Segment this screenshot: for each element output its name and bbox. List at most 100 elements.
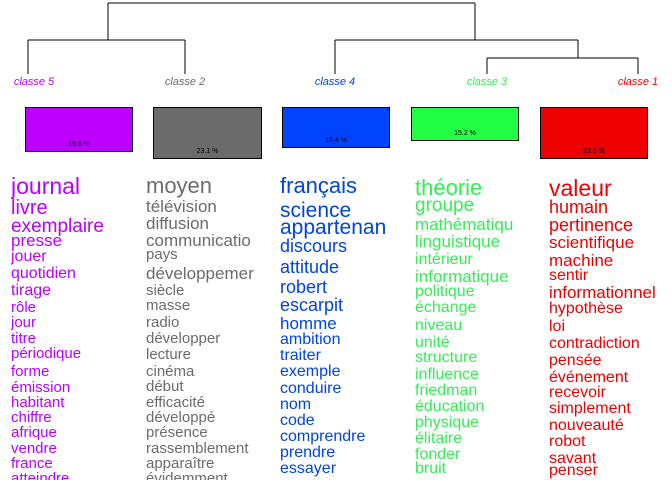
word-column-class-5: journal livre exemplaire presse jouer quotidi… bbox=[11, 175, 146, 480]
word-class-2-18: apparaître bbox=[146, 455, 215, 472]
word-class-4-2: science bbox=[280, 199, 352, 222]
word-class-3-10: unité bbox=[415, 334, 450, 351]
word-class-4-11: exemple bbox=[280, 363, 341, 380]
word-class-5-14: habitant bbox=[11, 394, 65, 411]
class-box-4: 18.4 % bbox=[282, 107, 390, 148]
word-class-1-18: penser bbox=[549, 462, 598, 479]
word-class-5-1: journal bbox=[11, 175, 81, 199]
word-class-2-1: moyen bbox=[146, 175, 213, 198]
word-class-2-19: évidemment bbox=[146, 470, 228, 480]
word-class-4-13: nom bbox=[280, 396, 312, 413]
word-class-5-16: afrique bbox=[11, 424, 57, 441]
word-class-2-4: communicatio bbox=[146, 231, 251, 250]
word-class-2-15: développé bbox=[146, 409, 216, 426]
word-class-1-1: valeur bbox=[549, 175, 612, 201]
word-column-class-3: théorie groupe mathématiqu linguistique inté… bbox=[415, 175, 539, 480]
word-class-2-10: développer bbox=[146, 330, 221, 347]
word-class-1-6: sentir bbox=[549, 267, 589, 284]
word-class-3-1: théorie bbox=[415, 175, 483, 200]
word-class-3-15: physique bbox=[415, 414, 480, 431]
word-column-class-2: moyen télévision diffusion communicatio pays… bbox=[146, 175, 271, 480]
word-class-5-5: jouer bbox=[11, 248, 47, 265]
word-class-5-9: jour bbox=[11, 314, 37, 331]
word-class-4-10: traiter bbox=[280, 347, 321, 364]
word-class-3-14: éducation bbox=[415, 398, 485, 415]
word-class-3-5: intérieur bbox=[415, 251, 473, 268]
word-class-2-11: lecture bbox=[146, 346, 192, 363]
word-class-4-1: français bbox=[280, 175, 358, 198]
class-percent-3: 15.2 % bbox=[454, 130, 476, 137]
word-class-5-17: vendre bbox=[11, 440, 57, 457]
dendrogram bbox=[27, 2, 639, 74]
word-class-5-8: rôle bbox=[11, 299, 37, 316]
word-class-3-17: fonder bbox=[415, 446, 461, 463]
word-class-5-18: france bbox=[11, 455, 53, 472]
word-class-3-18: bruit bbox=[415, 460, 447, 477]
word-class-4-7: escarpit bbox=[280, 295, 344, 315]
word-class-2-17: rassemblement bbox=[146, 440, 249, 457]
class-box-5: 19.6 % bbox=[25, 107, 133, 152]
word-class-2-13: début bbox=[146, 378, 184, 395]
class-box-1: 23.6 % bbox=[540, 107, 648, 159]
word-class-1-17: savant bbox=[549, 450, 597, 467]
word-class-1-8: hypothèse bbox=[549, 300, 623, 317]
class-label-3: classe 3 bbox=[466, 76, 508, 88]
class-box-2: 23.1 % bbox=[153, 107, 262, 159]
word-class-1-9: loi bbox=[549, 318, 566, 335]
word-class-4-5: attitude bbox=[280, 257, 340, 277]
word-column-class-4: français science appartenan discours attitud… bbox=[280, 175, 404, 480]
word-class-4-9: ambition bbox=[280, 331, 341, 348]
word-class-2-3: diffusion bbox=[146, 214, 210, 233]
word-class-1-7: informationnel bbox=[549, 283, 656, 302]
word-class-5-15: chiffre bbox=[11, 409, 52, 426]
word-class-2-8: masse bbox=[146, 297, 191, 314]
word-class-3-13: friedman bbox=[415, 382, 478, 399]
word-class-5-10: titre bbox=[11, 330, 37, 347]
word-class-5-2: livre bbox=[11, 197, 48, 219]
word-column-class-1: valeur humain pertinence scientifique machin… bbox=[549, 175, 672, 480]
class-percent-1: 23.6 % bbox=[583, 148, 605, 155]
word-class-3-3: mathématiqu bbox=[415, 215, 514, 234]
class-percent-2: 23.1 % bbox=[196, 148, 219, 155]
word-class-3-6: informatique bbox=[415, 267, 509, 286]
word-class-2-6: développemer bbox=[146, 264, 254, 283]
word-class-4-17: essayer bbox=[280, 460, 337, 477]
word-class-5-12: forme bbox=[11, 363, 50, 380]
class-label-4: classe 4 bbox=[314, 76, 356, 88]
word-class-3-2: groupe bbox=[415, 195, 475, 216]
word-class-5-19: atteindre bbox=[11, 470, 70, 480]
word-class-3-7: politique bbox=[415, 283, 475, 300]
word-class-3-8: échange bbox=[415, 299, 477, 316]
word-class-3-16: élitaire bbox=[415, 430, 463, 447]
word-class-4-6: robert bbox=[280, 277, 328, 297]
word-class-2-16: présence bbox=[146, 424, 208, 441]
word-class-5-3: exemplaire bbox=[11, 216, 104, 237]
word-class-2-9: radio bbox=[146, 314, 180, 331]
word-class-2-7: siècle bbox=[146, 282, 185, 299]
word-class-3-11: structure bbox=[415, 349, 478, 366]
word-class-3-9: niveau bbox=[415, 317, 463, 334]
word-class-5-4: presse bbox=[11, 231, 63, 250]
class-box-3: 15.2 % bbox=[411, 107, 519, 141]
word-class-4-3: appartenan bbox=[280, 216, 387, 239]
word-class-1-10: contradiction bbox=[549, 335, 640, 352]
word-class-1-11: pensée bbox=[549, 352, 602, 369]
word-class-4-15: comprendre bbox=[280, 428, 366, 445]
word-class-4-12: conduire bbox=[280, 380, 342, 397]
word-class-5-11: périodique bbox=[11, 345, 82, 362]
word-class-3-12: influence bbox=[415, 366, 480, 383]
class-percent-5: 19.6 % bbox=[68, 141, 90, 148]
word-class-2-2: télévision bbox=[146, 197, 217, 216]
class-label-1: classe 1 bbox=[617, 76, 659, 88]
class-label-2: classe 2 bbox=[164, 76, 206, 88]
word-class-1-15: nouveauté bbox=[549, 417, 624, 434]
word-class-4-16: prendre bbox=[280, 444, 336, 461]
word-class-4-14: code bbox=[280, 412, 315, 429]
class-percent-4: 18.4 % bbox=[325, 137, 347, 144]
word-class-4-8: homme bbox=[280, 314, 337, 333]
word-class-1-4: scientifique bbox=[549, 233, 635, 252]
word-class-2-14: efficacité bbox=[146, 394, 205, 411]
word-class-1-3: pertinence bbox=[549, 215, 634, 235]
word-class-1-13: recevoir bbox=[549, 384, 606, 401]
word-class-3-4: linguistique bbox=[415, 232, 501, 251]
